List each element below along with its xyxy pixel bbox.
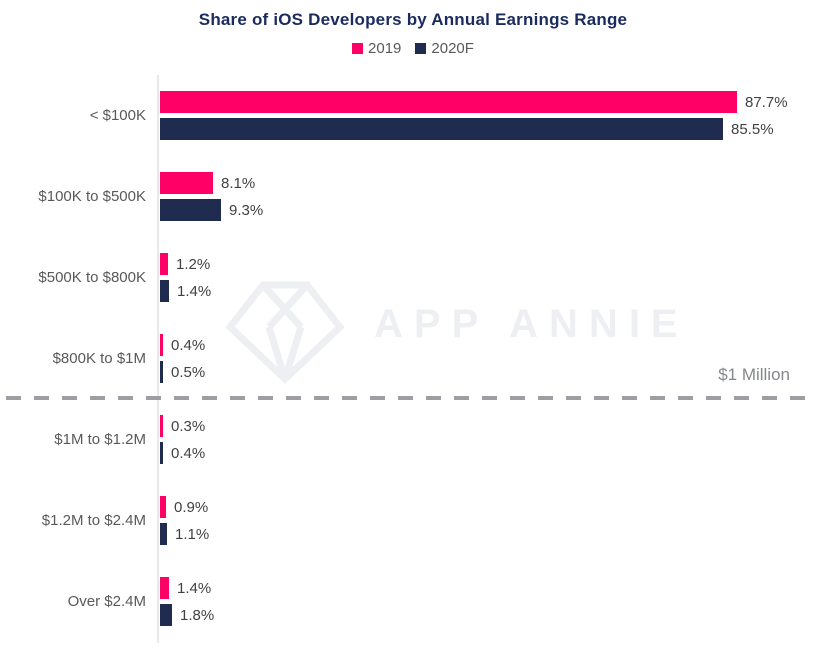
value-label-2019: 1.2%	[176, 255, 211, 273]
value-label-2020f: 0.4%	[171, 444, 206, 462]
legend-swatch-2020f-icon	[415, 43, 427, 54]
category-label: $1M to $1.2M	[54, 431, 146, 448]
chart-title: Share of iOS Developers by Annual Earnin…	[198, 10, 628, 29]
bar-line-2019: 0.3%	[160, 415, 205, 437]
bar-2020f	[160, 280, 169, 302]
category-label: $500K to $800K	[38, 269, 146, 286]
category-label: $100K to $500K	[38, 188, 146, 205]
category-row: $500K to $800K 1.2% 1.4%	[0, 253, 826, 302]
bar-2019	[160, 496, 166, 518]
diamond-logo-icon	[225, 281, 345, 384]
value-label-2019: 87.7%	[745, 93, 788, 111]
bar-2020f	[160, 604, 172, 626]
bar-pair: 1.2% 1.4%	[160, 253, 211, 307]
bar-pair: 0.4% 0.5%	[160, 334, 205, 388]
legend-item-2020f: 2020F	[415, 40, 474, 57]
bar-line-2019: 1.2%	[160, 253, 211, 275]
legend-label-2020f: 2020F	[431, 40, 474, 57]
bar-2019	[160, 91, 737, 113]
bar-2019	[160, 415, 163, 437]
bar-line-2019: 0.4%	[160, 334, 205, 356]
million-divider-line	[6, 396, 806, 400]
category-row: Over $2.4M 1.4% 1.8%	[0, 577, 826, 626]
bar-line-2019: 0.9%	[160, 496, 209, 518]
bar-2020f	[160, 361, 163, 383]
bar-line-2020f: 9.3%	[160, 199, 263, 221]
bar-pair: 0.9% 1.1%	[160, 496, 209, 550]
category-row: $1.2M to $2.4M 0.9% 1.1%	[0, 496, 826, 545]
value-label-2020f: 85.5%	[731, 120, 774, 138]
bar-line-2020f: 85.5%	[160, 118, 788, 140]
legend-label-2019: 2019	[368, 40, 402, 57]
bar-2019	[160, 577, 169, 599]
bar-2020f	[160, 523, 167, 545]
category-row: < $100K 87.7% 85.5%	[0, 91, 826, 140]
value-label-2019: 1.4%	[177, 579, 212, 597]
category-label: $1.2M to $2.4M	[41, 512, 146, 529]
y-axis-line	[157, 75, 159, 643]
bar-line-2019: 1.4%	[160, 577, 214, 599]
category-row: $1M to $1.2M 0.3% 0.4%	[0, 415, 826, 464]
bar-pair: 8.1% 9.3%	[160, 172, 263, 226]
value-label-2020f: 1.1%	[175, 525, 210, 543]
value-label-2019: 8.1%	[221, 174, 256, 192]
bar-2019	[160, 334, 163, 356]
bar-2020f	[160, 442, 163, 464]
legend-item-2019: 2019	[352, 40, 401, 57]
value-label-2020f: 0.5%	[171, 363, 206, 381]
bar-line-2020f: 1.8%	[160, 604, 214, 626]
value-label-2019: 0.3%	[171, 417, 206, 435]
value-label-2020f: 1.4%	[177, 282, 212, 300]
category-row: $100K to $500K 8.1% 9.3%	[0, 172, 826, 221]
bar-line-2020f: 0.4%	[160, 442, 205, 464]
value-label-2020f: 1.8%	[180, 606, 215, 624]
watermark-text: APP ANNIE	[374, 302, 689, 346]
bar-2019	[160, 253, 168, 275]
bar-pair: 87.7% 85.5%	[160, 91, 788, 145]
bar-line-2020f: 1.1%	[160, 523, 209, 545]
million-divider-label: $1 Million	[718, 365, 790, 384]
bar-line-2020f: 1.4%	[160, 280, 211, 302]
category-label: < $100K	[89, 107, 146, 124]
bar-pair: 0.3% 0.4%	[160, 415, 205, 469]
category-label: $800K to $1M	[52, 350, 146, 367]
bar-2019	[160, 172, 213, 194]
value-label-2019: 0.4%	[171, 336, 206, 354]
category-label: Over $2.4M	[67, 593, 146, 610]
legend-swatch-2019-icon	[352, 43, 364, 54]
value-label-2019: 0.9%	[174, 498, 209, 516]
bar-line-2020f: 0.5%	[160, 361, 205, 383]
bar-line-2019: 87.7%	[160, 91, 788, 113]
bar-2020f	[160, 118, 723, 140]
category-row: $800K to $1M 0.4% 0.5%	[0, 334, 826, 383]
chart-legend: 2019 2020F	[0, 40, 826, 57]
bar-pair: 1.4% 1.8%	[160, 577, 214, 631]
value-label-2020f: 9.3%	[229, 201, 264, 219]
bar-line-2019: 8.1%	[160, 172, 263, 194]
bar-2020f	[160, 199, 221, 221]
